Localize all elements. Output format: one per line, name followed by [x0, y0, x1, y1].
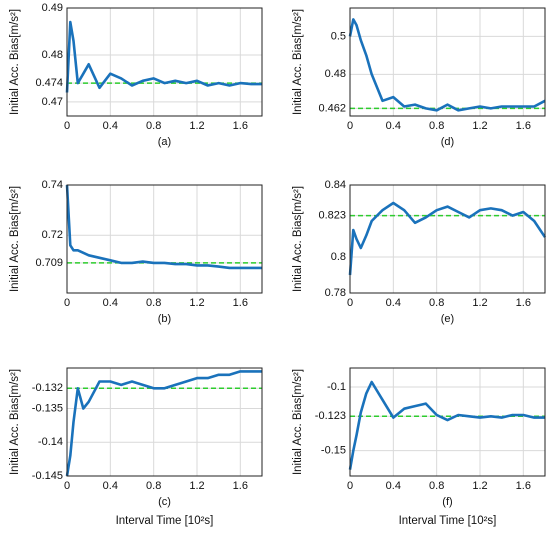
x-tick-label: 0.4 — [386, 480, 401, 492]
x-tick-label: 0.4 — [386, 120, 401, 132]
y-tick-label: -0.14 — [38, 436, 63, 448]
x-tick-label: 0.8 — [146, 480, 161, 492]
y-axis-label: Initial Acc. Bias[m/s²] — [9, 9, 21, 115]
y-tick-label: 0.49 — [42, 2, 63, 14]
y-tick-label: 0.78 — [325, 287, 346, 299]
y-tick-label: -0.123 — [315, 410, 346, 422]
x-tick-label: 0 — [64, 297, 70, 309]
x-tick-label: 1.6 — [233, 480, 248, 492]
plot-area — [350, 185, 545, 293]
y-tick-label: 0.823 — [318, 210, 346, 222]
x-tick-label: 1.2 — [189, 297, 204, 309]
plot-frame — [66, 7, 263, 117]
plot-frame — [66, 184, 263, 294]
x-tick-label: 1.6 — [516, 120, 531, 132]
plot-area — [67, 185, 262, 293]
data-line — [65, 184, 262, 270]
x-tick-label: 0.4 — [103, 480, 118, 492]
y-tick-label: 0.5 — [331, 30, 346, 42]
data-line — [65, 370, 262, 477]
y-tick-label: -0.145 — [32, 470, 63, 482]
plot-frame — [66, 367, 263, 477]
caption: (d) — [441, 136, 454, 148]
caption: (e) — [441, 313, 454, 325]
y-tick-label: 0.709 — [35, 257, 63, 269]
x-tick-label: 1.6 — [233, 120, 248, 132]
y-axis-label: Initial Acc. Bias[m/s²] — [9, 186, 21, 292]
plot-area — [350, 8, 545, 116]
x-axis-label: Interval Time [10²s] — [116, 515, 214, 527]
y-tick-label: 0.462 — [318, 102, 346, 114]
x-tick-label: 0.4 — [103, 297, 118, 309]
x-tick-label: 0 — [347, 297, 353, 309]
data-line — [65, 20, 262, 93]
plot-area — [67, 8, 262, 116]
y-tick-label: -0.135 — [32, 402, 63, 414]
plot-frame — [349, 7, 546, 117]
x-tick-label: 1.6 — [516, 297, 531, 309]
x-tick-label: 0.8 — [429, 120, 444, 132]
x-tick-label: 0.8 — [146, 120, 161, 132]
x-tick-label: 0 — [347, 120, 353, 132]
x-tick-label: 0.4 — [103, 120, 118, 132]
caption: (b) — [158, 313, 171, 325]
data-line — [348, 201, 547, 276]
data-line — [348, 380, 545, 470]
y-tick-label: 0.74 — [42, 179, 63, 191]
y-tick-label: 0.48 — [325, 68, 346, 80]
y-axis-label: Initial Acc. Bias[m/s²] — [292, 186, 304, 292]
x-tick-label: 0.8 — [146, 297, 161, 309]
x-tick-label: 0.8 — [429, 480, 444, 492]
x-tick-label: 0.8 — [429, 297, 444, 309]
x-tick-label: 0 — [64, 120, 70, 132]
y-tick-label: 0.48 — [42, 49, 63, 61]
x-tick-label: 1.6 — [233, 297, 248, 309]
y-axis-label: Initial Acc. Bias[m/s²] — [292, 9, 304, 115]
y-tick-label: 0.84 — [325, 179, 346, 191]
caption: (a) — [158, 136, 171, 148]
y-tick-label: -0.132 — [32, 382, 63, 394]
y-tick-label: -0.15 — [321, 444, 346, 456]
data-line — [348, 18, 546, 112]
plot-frame — [349, 184, 546, 294]
plot-area — [350, 368, 545, 476]
x-tick-label: 0.4 — [386, 297, 401, 309]
plot-frame — [349, 367, 546, 477]
y-tick-label: -0.1 — [327, 381, 346, 393]
x-tick-label: 0 — [347, 480, 353, 492]
y-axis-label: Initial Acc. Bias[m/s²] — [9, 369, 21, 475]
x-tick-label: 0 — [64, 480, 70, 492]
caption: (c) — [158, 496, 171, 508]
x-axis-label: Interval Time [10²s] — [399, 515, 497, 527]
y-tick-label: 0.474 — [35, 77, 63, 89]
x-tick-label: 1.2 — [472, 120, 487, 132]
x-tick-label: 1.2 — [189, 120, 204, 132]
y-tick-label: 0.8 — [331, 251, 346, 263]
y-tick-label: 0.47 — [42, 96, 63, 108]
y-tick-label: 0.72 — [42, 229, 63, 241]
x-tick-label: 1.2 — [472, 480, 487, 492]
x-tick-label: 1.2 — [189, 480, 204, 492]
plot-area — [67, 368, 262, 476]
caption: (f) — [442, 496, 452, 508]
x-tick-label: 1.6 — [516, 480, 531, 492]
y-axis-label: Initial Acc. Bias[m/s²] — [292, 369, 304, 475]
x-tick-label: 1.2 — [472, 297, 487, 309]
